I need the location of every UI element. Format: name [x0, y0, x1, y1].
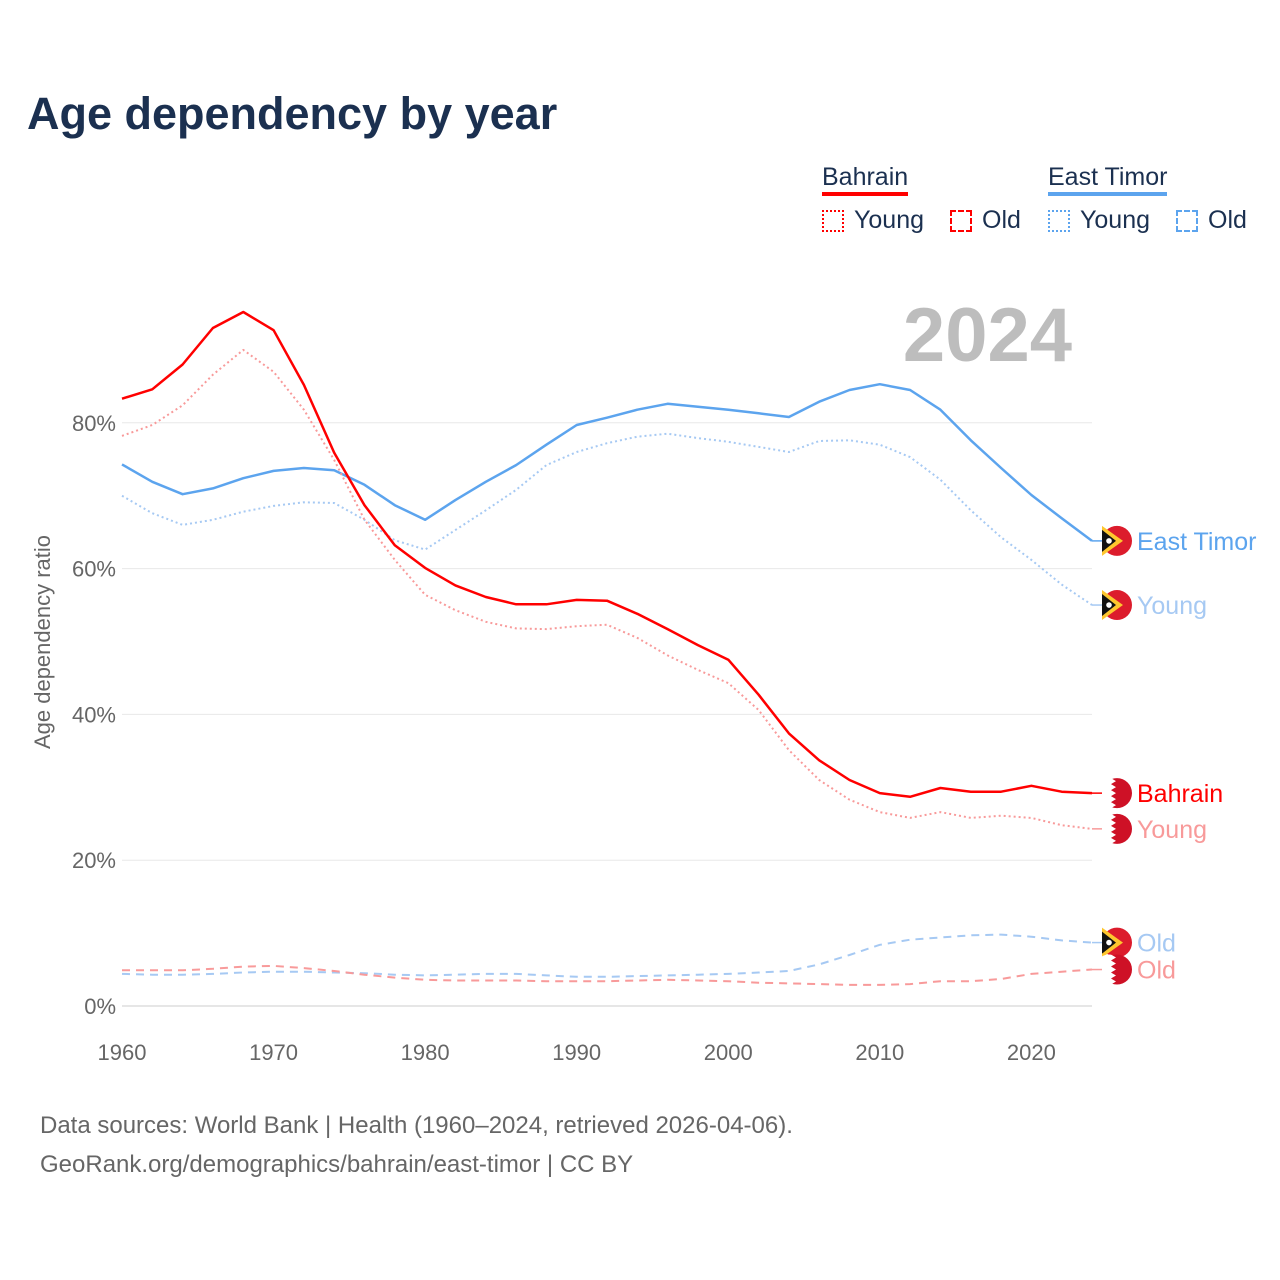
end-label: Young	[1137, 816, 1207, 844]
data-source: Data sources: World Bank | Health (1960–…	[40, 1112, 793, 1139]
x-tick-label: 2020	[1007, 1040, 1056, 1065]
source-url: GeoRank.org/demographics/bahrain/east-ti…	[40, 1151, 634, 1178]
y-tick-label: 60%	[72, 557, 116, 582]
end-label: Old	[1137, 957, 1176, 985]
series-line-east-timor-old	[121, 933, 1093, 978]
dotted-swatch-icon	[1048, 209, 1070, 232]
y-tick-label: 0%	[84, 994, 116, 1019]
x-tick-label: 1960	[98, 1040, 147, 1065]
dashed-swatch-icon	[1176, 209, 1198, 232]
footer: Data sources: World Bank | Health (1960–…	[40, 1106, 793, 1184]
end-label: East Timor	[1137, 528, 1256, 556]
legend-bahrain: Bahrain Young Old	[822, 162, 1021, 235]
y-tick-label: 20%	[72, 848, 116, 873]
year-display: 2024	[902, 293, 1072, 378]
dotted-swatch-icon	[822, 209, 844, 232]
series-line-bahrain-old	[122, 964, 1093, 986]
chart-title: Age dependency by year	[27, 88, 558, 139]
dashed-swatch-icon	[950, 209, 972, 232]
east-timor-flag-icon	[1102, 927, 1132, 958]
east-timor-flag-icon	[1102, 590, 1132, 621]
end-label: Old	[1137, 930, 1176, 958]
legend-bahrain-label: Bahrain	[822, 162, 909, 196]
legend-bahrain-young: Young	[854, 206, 924, 234]
x-tick-label: 1980	[401, 1040, 450, 1065]
x-tick-label: 1970	[249, 1040, 298, 1065]
x-tick-label: 2010	[855, 1040, 904, 1065]
series-line-bahrain	[121, 310, 1093, 799]
legend-bahrain-old: Old	[982, 206, 1021, 234]
series-line-bahrain-young	[121, 348, 1093, 830]
legend-east-timor: East Timor Young Old	[1048, 162, 1247, 235]
y-axis-label: Age dependency ratio	[30, 535, 55, 749]
x-tick-label: 1990	[552, 1040, 601, 1065]
east-timor-flag-icon	[1102, 525, 1132, 556]
series-line-east-timor	[121, 382, 1093, 542]
bahrain-flag-icon	[1102, 813, 1132, 844]
bahrain-flag-icon	[1102, 954, 1132, 985]
end-label: Bahrain	[1137, 780, 1223, 808]
x-tick-label: 2000	[704, 1040, 753, 1065]
bahrain-flag-icon	[1102, 778, 1132, 809]
end-label: Young	[1137, 592, 1207, 620]
legend-east-timor-label: East Timor	[1048, 162, 1168, 196]
series-line-east-timor-young	[121, 432, 1093, 606]
y-tick-label: 80%	[72, 411, 116, 436]
y-tick-label: 40%	[72, 702, 116, 727]
legend-east-timor-young: Young	[1080, 206, 1150, 234]
legend-east-timor-old: Old	[1208, 206, 1247, 234]
